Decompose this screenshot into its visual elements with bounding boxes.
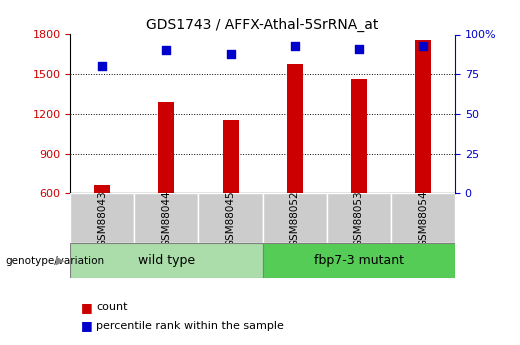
Point — [291, 43, 299, 48]
Text: GSM88054: GSM88054 — [418, 190, 428, 247]
Bar — [134, 193, 199, 243]
Point — [226, 51, 235, 56]
Bar — [159, 102, 174, 193]
Bar — [70, 193, 134, 243]
Text: GSM88043: GSM88043 — [97, 190, 107, 247]
Title: GDS1743 / AFFX-Athal-5SrRNA_at: GDS1743 / AFFX-Athal-5SrRNA_at — [147, 18, 379, 32]
Point — [419, 43, 427, 48]
Text: wild type: wild type — [138, 254, 195, 267]
Bar — [70, 243, 263, 278]
Point — [162, 48, 171, 53]
Bar — [391, 193, 455, 243]
Text: count: count — [96, 302, 128, 312]
Text: genotype/variation: genotype/variation — [5, 256, 105, 266]
Text: GSM88044: GSM88044 — [161, 190, 172, 247]
Text: GSM88045: GSM88045 — [226, 190, 236, 247]
Bar — [263, 193, 327, 243]
Text: fbp7-3 mutant: fbp7-3 mutant — [314, 254, 404, 267]
Bar — [351, 79, 367, 193]
Point — [98, 63, 107, 69]
Bar — [287, 63, 303, 193]
Point — [355, 46, 363, 51]
Text: GSM88053: GSM88053 — [354, 190, 364, 247]
Bar — [415, 40, 431, 193]
Text: ■: ■ — [81, 300, 93, 314]
Text: ■: ■ — [81, 319, 93, 333]
Bar — [199, 193, 263, 243]
Bar — [327, 193, 391, 243]
Bar — [94, 185, 110, 193]
Bar — [223, 120, 239, 193]
Text: GSM88052: GSM88052 — [290, 190, 300, 247]
Text: ▶: ▶ — [56, 256, 64, 266]
Text: percentile rank within the sample: percentile rank within the sample — [96, 321, 284, 331]
Bar — [263, 243, 455, 278]
